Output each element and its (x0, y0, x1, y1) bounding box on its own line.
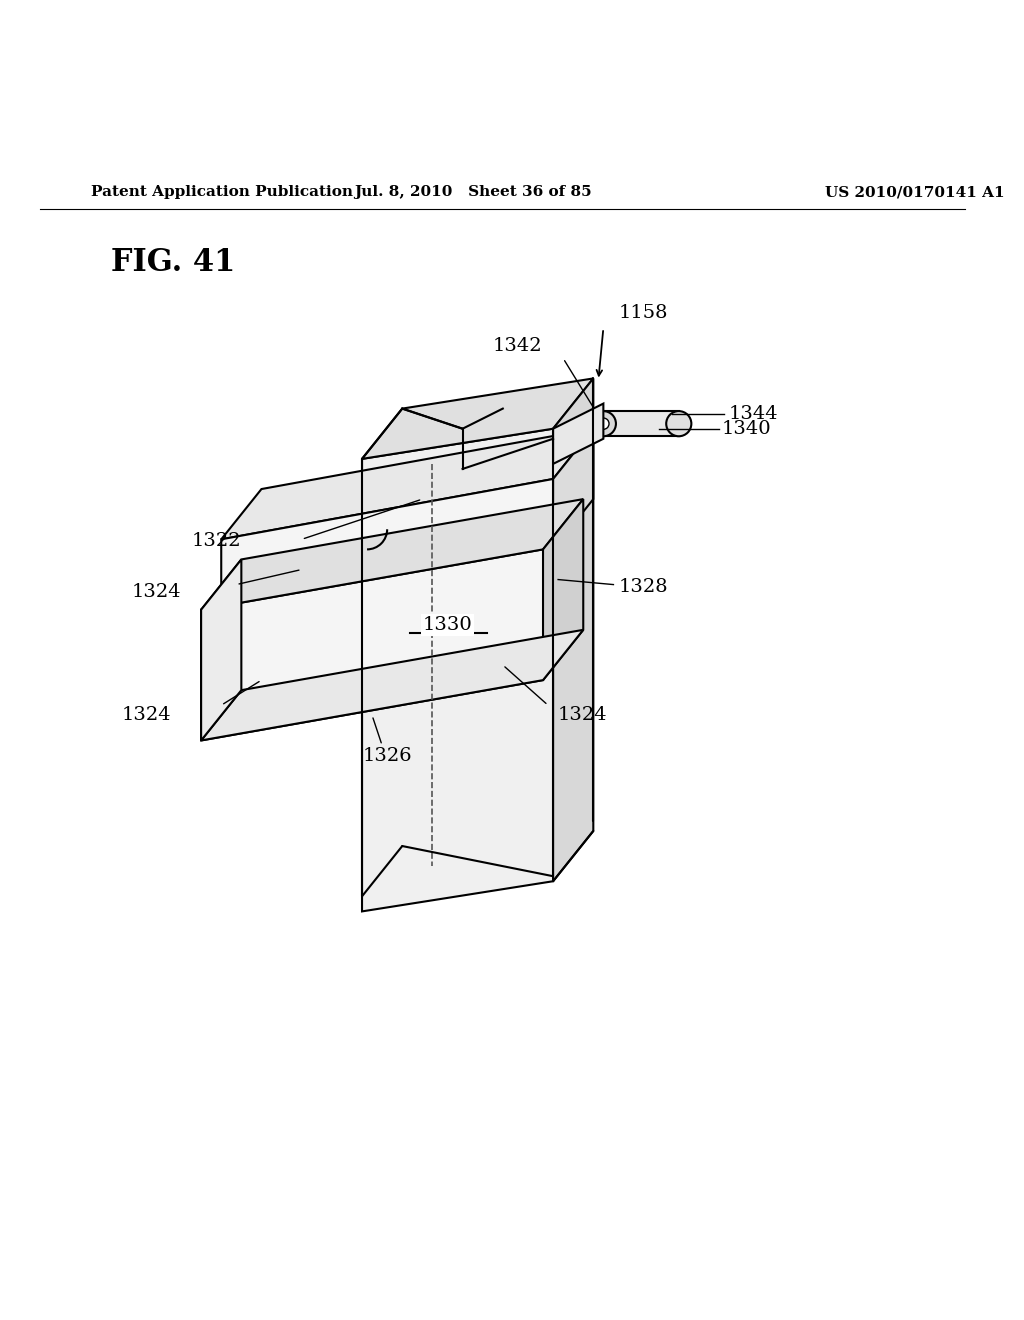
Ellipse shape (591, 411, 616, 436)
Polygon shape (201, 549, 543, 741)
Text: 1158: 1158 (618, 304, 668, 322)
Polygon shape (201, 499, 584, 610)
Text: FIG. 41: FIG. 41 (111, 247, 234, 279)
Polygon shape (221, 479, 553, 610)
Polygon shape (543, 499, 584, 680)
Text: Jul. 8, 2010   Sheet 36 of 85: Jul. 8, 2010 Sheet 36 of 85 (354, 185, 592, 199)
Polygon shape (362, 379, 593, 459)
Text: 1330: 1330 (423, 616, 472, 634)
Polygon shape (201, 630, 584, 741)
Text: 1328: 1328 (618, 578, 668, 595)
Ellipse shape (667, 411, 691, 436)
Text: 1342: 1342 (494, 337, 543, 355)
Text: 1322: 1322 (191, 532, 242, 550)
Polygon shape (201, 560, 242, 741)
Text: US 2010/0170141 A1: US 2010/0170141 A1 (825, 185, 1005, 199)
Polygon shape (553, 404, 603, 463)
Polygon shape (362, 429, 553, 911)
Polygon shape (603, 411, 679, 436)
Text: 1324: 1324 (558, 706, 607, 725)
Polygon shape (221, 429, 593, 540)
Ellipse shape (598, 418, 609, 429)
Polygon shape (553, 379, 593, 882)
Text: 1344: 1344 (729, 405, 778, 422)
Text: 1340: 1340 (722, 420, 772, 438)
Text: 1324: 1324 (131, 582, 181, 601)
Text: Patent Application Publication: Patent Application Publication (90, 185, 352, 199)
Text: 1326: 1326 (362, 747, 412, 764)
Polygon shape (553, 429, 593, 549)
Text: 1324: 1324 (121, 706, 171, 725)
